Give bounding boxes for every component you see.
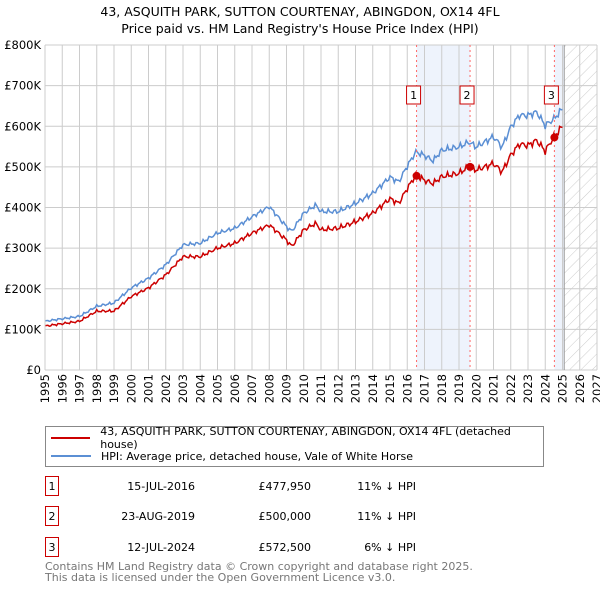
y-tick-label: £700K bbox=[4, 79, 41, 93]
x-tick-label: 2026 bbox=[573, 374, 587, 403]
legend-item-property: 43, ASQUITH PARK, SUTTON COURTENAY, ABIN… bbox=[51, 425, 543, 451]
price-chart: 1995 1996 1997 1998 1999 2000 2001 2002 2003 2004… bbox=[4, 38, 600, 403]
x-tick-label: 1999 bbox=[107, 374, 121, 403]
x-tick-label: 2015 bbox=[383, 374, 397, 403]
y-tick-label: £800K bbox=[4, 38, 41, 52]
x-tick-label: 2000 bbox=[124, 374, 138, 403]
x-tick-label: 2010 bbox=[297, 374, 311, 403]
property-price-line bbox=[44, 125, 563, 327]
x-tick-label: 2025 bbox=[556, 374, 570, 403]
sale-label: 1 bbox=[410, 89, 417, 102]
x-tick-label: 1995 bbox=[38, 374, 52, 403]
y-tick-label: £400K bbox=[4, 201, 41, 215]
transaction-number: 1 bbox=[45, 476, 59, 496]
legend-label: 43, ASQUITH PARK, SUTTON COURTENAY, ABIN… bbox=[100, 425, 511, 451]
legend-swatch-blue bbox=[51, 455, 91, 457]
x-tick-label: 2004 bbox=[193, 374, 207, 403]
x-tick-label: 2019 bbox=[452, 374, 466, 403]
x-tick-label: 1997 bbox=[73, 374, 87, 403]
sale-label-box bbox=[459, 85, 475, 105]
x-tick-label: 2012 bbox=[331, 374, 345, 403]
transaction-hpi: 11% ↓ HPI bbox=[357, 510, 416, 523]
transaction-price: £500,000 bbox=[258, 510, 312, 523]
x-tick-label: 2016 bbox=[400, 374, 414, 403]
x-tick-label: 2005 bbox=[211, 374, 225, 403]
x-tick-label: 2018 bbox=[435, 374, 449, 403]
x-tick-label: 1998 bbox=[90, 374, 104, 403]
x-tick-label: 2021 bbox=[487, 374, 501, 403]
transaction-price: £572,500 bbox=[258, 541, 312, 554]
transaction-hpi: 11% ↓ HPI bbox=[357, 480, 416, 493]
transaction-hpi: 6% ↓ HPI bbox=[364, 541, 416, 554]
chart-subtitle: Price paid vs. HM Land Registry's House … bbox=[121, 21, 479, 36]
y-tick-label: £100K bbox=[4, 322, 41, 336]
x-tick-label: 2023 bbox=[521, 374, 535, 403]
transaction-date: 15-JUL-2016 bbox=[127, 480, 195, 493]
transaction-row: 2 23-AUG-2019 £500,000 11% ↓ HPI bbox=[45, 506, 445, 528]
x-tick-label: 2022 bbox=[504, 374, 518, 403]
footer-licence: This data is licensed under the Open Gov… bbox=[45, 571, 396, 584]
transaction-row: 3 12-JUL-2024 £572,500 6% ↓ HPI bbox=[45, 537, 445, 559]
x-tick-label: 2009 bbox=[280, 374, 294, 403]
transaction-date: 23-AUG-2019 bbox=[121, 510, 195, 523]
x-tick-label: 2003 bbox=[176, 374, 190, 403]
chart-title: 43, ASQUITH PARK, SUTTON COURTENAY, ABIN… bbox=[100, 4, 500, 19]
sale-label-box bbox=[543, 85, 559, 105]
transaction-row: 1 15-JUL-2016 £477,950 11% ↓ HPI bbox=[45, 476, 445, 498]
x-tick-label: 2011 bbox=[314, 374, 328, 403]
x-tick-label: 2020 bbox=[469, 374, 483, 403]
x-tick-label: 2024 bbox=[538, 374, 552, 403]
legend-item-hpi: HPI: Average price, detached house, Vale… bbox=[51, 448, 413, 464]
transaction-number: 3 bbox=[45, 537, 59, 557]
legend: 43, ASQUITH PARK, SUTTON COURTENAY, ABIN… bbox=[45, 425, 544, 467]
y-tick-label: £600K bbox=[4, 119, 41, 133]
sale-label-box bbox=[406, 85, 422, 105]
x-tick-label: 2013 bbox=[349, 374, 363, 403]
legend-label: HPI: Average price, detached house, Vale… bbox=[101, 449, 413, 463]
y-tick-label: £300K bbox=[4, 241, 41, 255]
sale-point bbox=[466, 162, 475, 171]
sale-point bbox=[412, 171, 421, 180]
sale-label: 3 bbox=[548, 89, 555, 102]
y-tick-label: £0 bbox=[26, 363, 41, 377]
x-tick-label: 2002 bbox=[159, 374, 173, 403]
x-tick-label: 2014 bbox=[366, 374, 380, 403]
y-tick-label: £500K bbox=[4, 160, 41, 174]
footer-copyright: Contains HM Land Registry data © Crown c… bbox=[45, 560, 473, 573]
x-tick-label: 2007 bbox=[245, 374, 259, 403]
sale-point bbox=[550, 133, 559, 142]
x-tick-label: 2008 bbox=[262, 374, 276, 403]
x-tick-label: 2006 bbox=[228, 374, 242, 403]
x-tick-label: 2017 bbox=[418, 374, 432, 403]
x-tick-label: 2001 bbox=[142, 374, 156, 403]
x-tick-label: 1996 bbox=[55, 374, 69, 403]
transaction-price: £477,950 bbox=[258, 480, 312, 493]
y-tick-label: £200K bbox=[4, 282, 41, 296]
legend-swatch-red bbox=[51, 437, 91, 439]
sale-label: 2 bbox=[464, 89, 471, 102]
hpi-line bbox=[44, 107, 563, 323]
transaction-date: 12-JUL-2024 bbox=[127, 541, 195, 554]
x-tick-label: 2027 bbox=[590, 374, 600, 403]
transaction-number: 2 bbox=[45, 506, 59, 526]
